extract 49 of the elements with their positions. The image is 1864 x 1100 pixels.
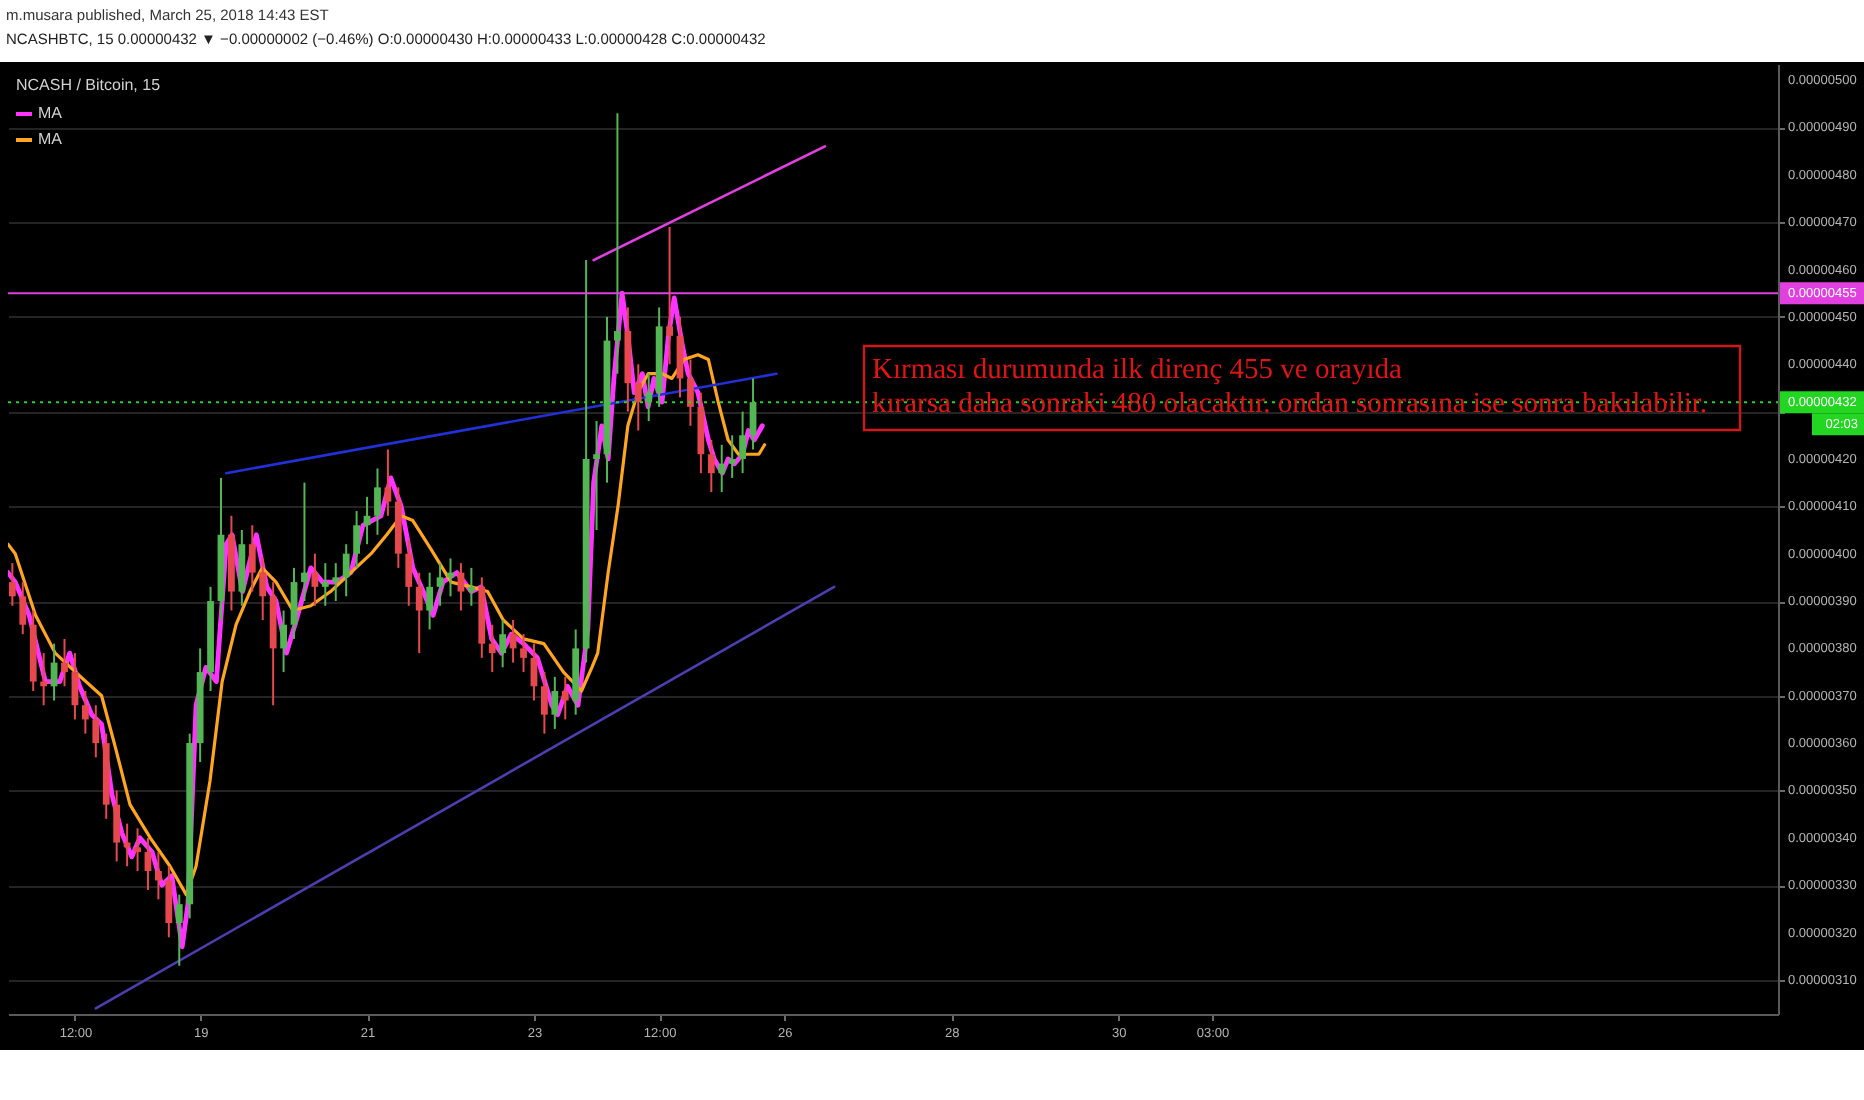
candlestick bbox=[165, 865, 173, 939]
annotation: Kırması durumunda ilk direnç 455 ve orayıda kırarsa daha sonraki 480 olacaktır. ondan sonrasına ise sonra bakılabilir. bbox=[872, 354, 1708, 420]
candlestick bbox=[426, 571, 434, 631]
text: NCASH / Bitcoin, 15 bbox=[16, 76, 162, 94]
candlestick bbox=[155, 851, 162, 901]
candlestick bbox=[353, 510, 361, 569]
candlestick bbox=[614, 112, 621, 375]
candlestick bbox=[8, 562, 16, 607]
candlestick bbox=[687, 358, 694, 427]
candlestick bbox=[697, 391, 705, 475]
candlestick bbox=[415, 571, 423, 655]
candlestick bbox=[259, 557, 267, 621]
candlestick bbox=[739, 410, 746, 475]
candlestick bbox=[301, 481, 308, 603]
line-series bbox=[8, 290, 765, 950]
candlestick bbox=[19, 581, 27, 636]
candlestick bbox=[81, 690, 89, 735]
candlestick bbox=[499, 618, 507, 669]
candlestick bbox=[280, 609, 287, 674]
legend-label: MA bbox=[38, 130, 64, 148]
candlestick bbox=[467, 566, 475, 607]
candlestick bbox=[374, 467, 381, 536]
candlestick bbox=[551, 675, 559, 730]
candlestick bbox=[61, 637, 68, 688]
candlestick bbox=[134, 827, 141, 872]
candlestick bbox=[436, 562, 444, 607]
candlestick bbox=[561, 675, 569, 721]
candlestick bbox=[593, 420, 600, 531]
candlestick bbox=[488, 623, 496, 674]
candlestick bbox=[384, 448, 392, 517]
candlestick bbox=[113, 789, 121, 863]
candlestick bbox=[175, 893, 183, 967]
candlestick bbox=[728, 434, 736, 479]
candlestick bbox=[645, 372, 653, 423]
candlestick bbox=[321, 562, 329, 607]
candlestick bbox=[238, 529, 246, 607]
candlestick bbox=[342, 543, 350, 598]
candlestick bbox=[666, 225, 673, 366]
candlestick bbox=[92, 704, 100, 759]
candlestick bbox=[718, 443, 726, 494]
candlestick bbox=[520, 633, 527, 674]
legend-label: MA bbox=[38, 104, 64, 122]
candlestick bbox=[707, 439, 715, 494]
candlestick bbox=[248, 524, 256, 593]
candlestick bbox=[311, 552, 319, 607]
candlestick bbox=[540, 671, 548, 735]
candlestick bbox=[332, 562, 340, 603]
candlestick bbox=[634, 363, 642, 432]
candlestick bbox=[405, 538, 413, 607]
